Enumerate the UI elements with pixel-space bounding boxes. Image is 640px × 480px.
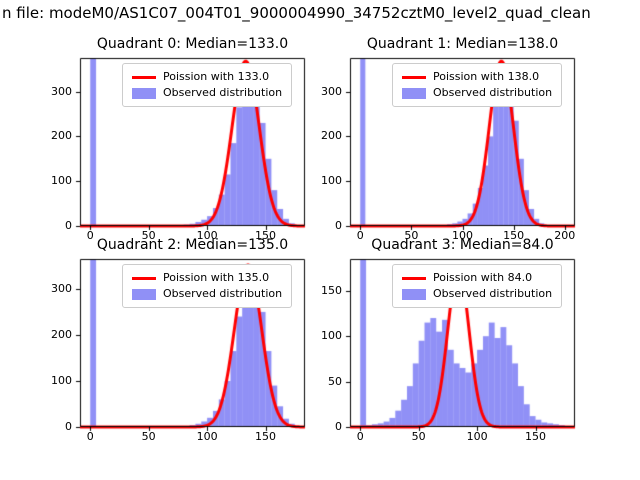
- figure-title: n file: modeM0/AS1C07_004T01_9000004990_…: [2, 4, 591, 22]
- x-tick-label: 0: [86, 229, 94, 242]
- x-tick-label: 50: [411, 430, 426, 443]
- observed-patch-swatch: [132, 288, 156, 300]
- legend-entry-observed: Observed distribution: [402, 85, 552, 101]
- x-tick-label: 200: [554, 229, 576, 242]
- y-tick-label: 200: [51, 327, 72, 341]
- x-tick-label: 100: [196, 229, 218, 242]
- x-tick-label: 100: [466, 430, 488, 443]
- legend-label-poisson: Poission with 135.0: [163, 271, 270, 284]
- y-tick-label: 150: [321, 283, 342, 297]
- legend-entry-observed: Observed distribution: [402, 286, 552, 302]
- x-tick-label: 150: [255, 229, 277, 242]
- y-tick-label: 50: [328, 374, 342, 388]
- legend-quadrant-0: Poission with 133.0 Observed distributio…: [122, 63, 293, 107]
- legend-label-observed: Observed distribution: [433, 86, 553, 99]
- x-tick-label: 150: [525, 430, 547, 443]
- legend-entry-poisson: Poission with 133.0: [132, 69, 282, 85]
- y-tick-label: 100: [321, 174, 342, 188]
- legend-label-observed: Observed distribution: [163, 287, 283, 300]
- observed-patch-swatch: [132, 87, 156, 99]
- x-tick-label: 100: [196, 430, 218, 443]
- x-tick-label: 50: [404, 229, 419, 242]
- legend-entry-observed: Observed distribution: [132, 85, 282, 101]
- legend-entry-poisson: Poission with 135.0: [132, 270, 282, 286]
- poisson-line-swatch: [132, 75, 156, 79]
- x-tick-label: 0: [356, 430, 364, 443]
- legend-label-poisson: Poission with 133.0: [163, 70, 270, 83]
- legend-label-observed: Observed distribution: [433, 287, 553, 300]
- legend-label-poisson: Poission with 138.0: [433, 70, 540, 83]
- observed-patch-swatch: [402, 87, 426, 99]
- observed-patch-swatch: [402, 288, 426, 300]
- subplot-title-quadrant-2: Quadrant 2: Median=135.0: [96, 237, 289, 253]
- poisson-line-swatch: [132, 276, 156, 280]
- y-tick-label: 200: [321, 129, 342, 143]
- y-tick-label: 300: [51, 84, 72, 98]
- y-tick-label: 100: [321, 329, 342, 343]
- subplot-title-quadrant-1: Quadrant 1: Median=138.0: [366, 36, 559, 52]
- legend-entry-poisson: Poission with 84.0: [402, 270, 552, 286]
- legend-quadrant-2: Poission with 135.0 Observed distributio…: [122, 264, 293, 308]
- y-tick-label: 0: [65, 420, 72, 433]
- x-tick-label: 50: [141, 229, 156, 242]
- x-tick-label: 0: [86, 430, 94, 443]
- legend-entry-observed: Observed distribution: [132, 286, 282, 302]
- legend-entry-poisson: Poission with 138.0: [402, 69, 552, 85]
- y-tick-label: 200: [51, 129, 72, 143]
- y-tick-label: 0: [335, 420, 342, 433]
- y-tick-label: 300: [51, 281, 72, 295]
- x-tick-label: 0: [356, 229, 364, 242]
- subplot-title-quadrant-3: Quadrant 3: Median=84.0: [371, 237, 554, 253]
- y-tick-label: 100: [51, 373, 72, 387]
- y-tick-label: 300: [321, 84, 342, 98]
- legend-label-poisson: Poission with 84.0: [433, 271, 533, 284]
- poisson-line-swatch: [402, 276, 426, 280]
- y-tick-label: 0: [335, 219, 342, 232]
- subplot-title-quadrant-0: Quadrant 0: Median=133.0: [96, 36, 289, 52]
- x-tick-label: 150: [255, 430, 277, 443]
- x-tick-label: 50: [141, 430, 156, 443]
- legend-label-observed: Observed distribution: [163, 86, 283, 99]
- legend-quadrant-3: Poission with 84.0 Observed distribution: [392, 264, 563, 308]
- y-tick-label: 0: [65, 219, 72, 232]
- poisson-line-swatch: [402, 75, 426, 79]
- x-tick-label: 100: [452, 229, 473, 242]
- x-tick-label: 150: [503, 229, 525, 242]
- legend-quadrant-1: Poission with 138.0 Observed distributio…: [392, 63, 563, 107]
- y-tick-label: 100: [51, 174, 72, 188]
